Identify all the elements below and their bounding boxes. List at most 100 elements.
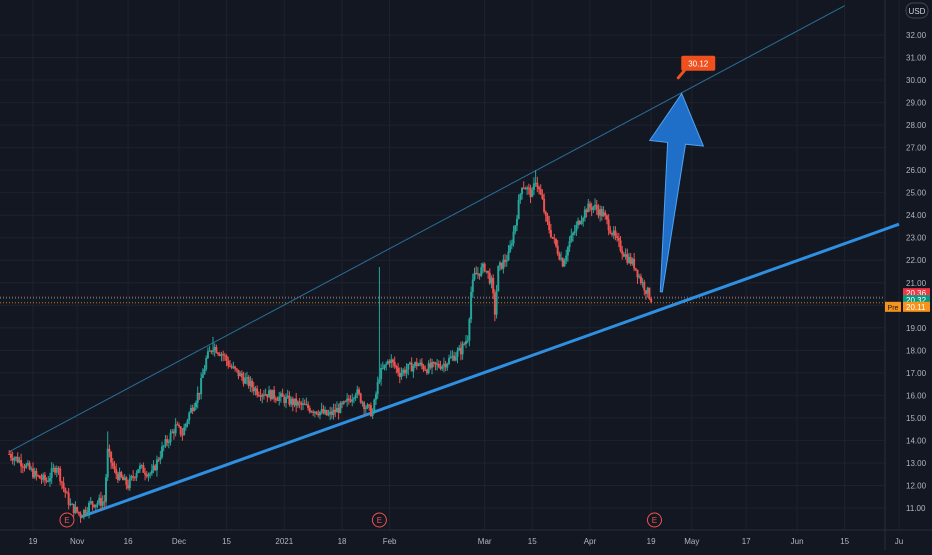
candle-body[interactable] — [116, 474, 119, 480]
candle-body[interactable] — [397, 367, 400, 373]
candle-body[interactable] — [415, 362, 418, 366]
candle-body[interactable] — [142, 465, 145, 473]
candle-body[interactable] — [290, 398, 293, 405]
candle-body[interactable] — [268, 390, 271, 398]
candle-body[interactable] — [341, 402, 344, 404]
candle-body[interactable] — [167, 441, 170, 443]
candle-body[interactable] — [441, 365, 444, 369]
candle-body[interactable] — [301, 403, 304, 405]
candle-body[interactable] — [342, 401, 345, 404]
candle-body[interactable] — [403, 369, 406, 374]
candle-body[interactable] — [40, 478, 43, 480]
candle-body[interactable] — [8, 453, 11, 455]
candle-body[interactable] — [602, 212, 605, 217]
candle-body[interactable] — [21, 466, 24, 468]
candle-body[interactable] — [307, 404, 310, 409]
candle-body[interactable] — [26, 463, 29, 465]
drawing-overlays[interactable]: 30.12 E E E — [59, 55, 716, 528]
candle-body[interactable] — [577, 220, 580, 226]
candle-body[interactable] — [188, 412, 191, 421]
candle-body[interactable] — [149, 473, 152, 475]
earnings-marker[interactable]: E — [371, 512, 387, 528]
candle-body[interactable] — [105, 477, 108, 502]
candle-body[interactable] — [251, 380, 254, 388]
candle-body[interactable] — [191, 408, 194, 411]
candle-body[interactable] — [28, 463, 31, 470]
candle-body[interactable] — [113, 466, 116, 470]
candle-body[interactable] — [252, 387, 255, 392]
candle-body[interactable] — [607, 219, 610, 231]
candle-body[interactable] — [570, 235, 573, 242]
candle-body[interactable] — [186, 420, 189, 424]
candle-body[interactable] — [476, 273, 479, 275]
candle-body[interactable] — [439, 366, 442, 369]
candle-body[interactable] — [454, 356, 457, 361]
candle-body[interactable] — [13, 458, 16, 461]
candle-body[interactable] — [279, 393, 282, 397]
candle-body[interactable] — [385, 363, 388, 365]
candle-body[interactable] — [54, 467, 57, 473]
candle-body[interactable] — [337, 407, 340, 413]
candle-body[interactable] — [286, 395, 289, 398]
candle-body[interactable] — [629, 256, 632, 264]
candle-body[interactable] — [247, 377, 250, 387]
candle-body[interactable] — [310, 411, 313, 413]
candle-body[interactable] — [621, 250, 624, 255]
candle-body[interactable] — [155, 459, 158, 471]
candle-body[interactable] — [215, 347, 218, 353]
candle-body[interactable] — [414, 362, 417, 366]
candle-body[interactable] — [543, 198, 546, 212]
candle-body[interactable] — [493, 293, 496, 315]
candle-body[interactable] — [296, 401, 299, 406]
candle-body[interactable] — [488, 272, 491, 284]
candle-body[interactable] — [548, 221, 551, 231]
candle-body[interactable] — [262, 394, 265, 396]
candle-body[interactable] — [376, 382, 379, 395]
candlestick-series[interactable] — [8, 170, 653, 523]
candle-body[interactable] — [475, 272, 478, 275]
candle-body[interactable] — [82, 509, 85, 517]
candle-body[interactable] — [181, 434, 184, 436]
candle-body[interactable] — [380, 368, 383, 380]
candle-body[interactable] — [271, 389, 274, 400]
candle-body[interactable] — [358, 389, 361, 394]
candle-body[interactable] — [166, 439, 169, 443]
candle-body[interactable] — [556, 245, 559, 254]
candle-body[interactable] — [492, 277, 495, 294]
candle-body[interactable] — [334, 409, 337, 413]
candle-body[interactable] — [395, 366, 398, 368]
candle-body[interactable] — [490, 277, 493, 284]
candle-body[interactable] — [157, 459, 160, 461]
candle-body[interactable] — [223, 355, 226, 357]
candle-body[interactable] — [641, 282, 644, 284]
candle-body[interactable] — [412, 365, 415, 372]
candle-body[interactable] — [266, 394, 269, 398]
candle-body[interactable] — [57, 468, 60, 470]
candle-body[interactable] — [32, 468, 34, 478]
target-arrow[interactable] — [648, 92, 705, 293]
candle-body[interactable] — [359, 393, 362, 403]
candle-body[interactable] — [133, 477, 136, 479]
candle-body[interactable] — [230, 366, 233, 368]
candle-body[interactable] — [500, 262, 503, 269]
candle-body[interactable] — [534, 182, 537, 184]
candle-body[interactable] — [521, 187, 524, 195]
candle-body[interactable] — [551, 236, 554, 238]
candle-body[interactable] — [478, 273, 481, 276]
candle-body[interactable] — [638, 276, 641, 278]
candle-body[interactable] — [94, 504, 97, 508]
earnings-marker[interactable]: E — [59, 512, 75, 528]
candle-body[interactable] — [356, 389, 359, 395]
candle-body[interactable] — [232, 366, 235, 368]
candle-body[interactable] — [588, 203, 591, 208]
candle-body[interactable] — [568, 241, 571, 248]
candle-body[interactable] — [300, 402, 303, 405]
candle-body[interactable] — [463, 343, 466, 345]
candle-body[interactable] — [427, 363, 430, 374]
candle-body[interactable] — [256, 388, 259, 396]
candle-body[interactable] — [33, 470, 36, 478]
candle-body[interactable] — [597, 209, 600, 216]
candle-body[interactable] — [218, 353, 221, 356]
candle-body[interactable] — [18, 460, 21, 463]
